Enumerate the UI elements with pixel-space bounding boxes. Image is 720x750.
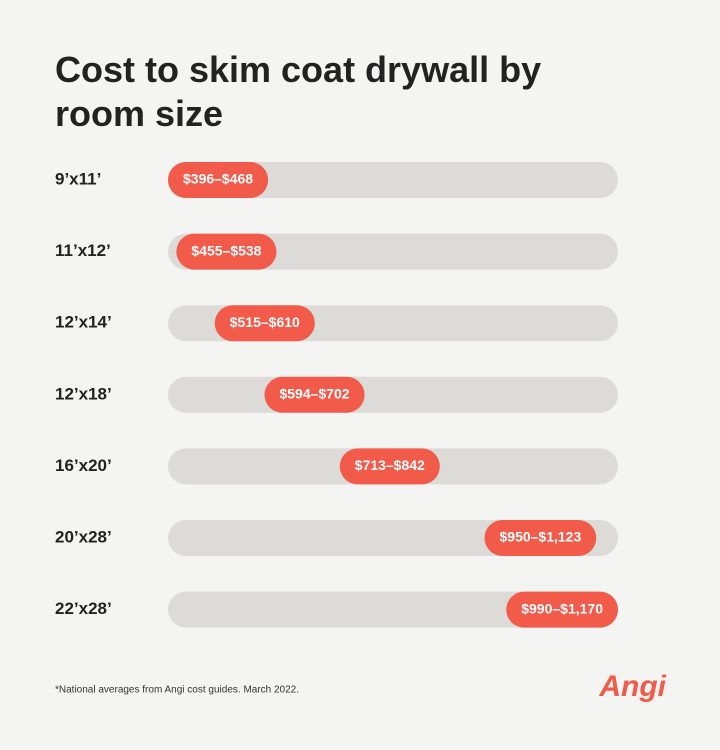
chart-title: Cost to skim coat drywall by room size: [55, 49, 542, 134]
category-label: 22’x28’: [55, 599, 112, 618]
value-label: $455–$538: [191, 242, 261, 258]
category-label: 20’x28’: [55, 527, 112, 546]
value-label: $594–$702: [279, 386, 349, 402]
footnote: *National averages from Angi cost guides…: [55, 685, 299, 696]
value-label: $990–$1,170: [521, 600, 603, 616]
value-label: $713–$842: [355, 457, 425, 473]
value-label: $950–$1,123: [500, 529, 582, 545]
range-bar: [264, 376, 365, 413]
category-label: 12’x18’: [55, 384, 112, 403]
range-bar: [168, 162, 269, 198]
range-bar: [176, 233, 277, 270]
track: [168, 591, 618, 628]
category-label: 16’x20’: [55, 456, 112, 475]
logo: Angi: [598, 670, 666, 703]
category-label: 11’x12’: [55, 241, 111, 260]
range-bar: [484, 520, 597, 556]
range-bar: [214, 305, 315, 342]
category-label: 9’x11’: [55, 169, 101, 188]
value-label: $396–$468: [183, 171, 253, 187]
category-label: 12’x14’: [55, 313, 112, 332]
track: [168, 233, 618, 270]
track: [168, 376, 618, 413]
range-bar: [506, 591, 618, 628]
value-label: $515–$610: [230, 314, 300, 330]
track: [168, 162, 618, 198]
range-bar: [339, 448, 440, 485]
